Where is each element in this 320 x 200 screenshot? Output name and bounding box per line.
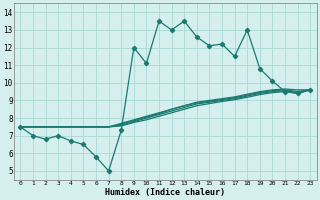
X-axis label: Humidex (Indice chaleur): Humidex (Indice chaleur) [105, 188, 225, 197]
